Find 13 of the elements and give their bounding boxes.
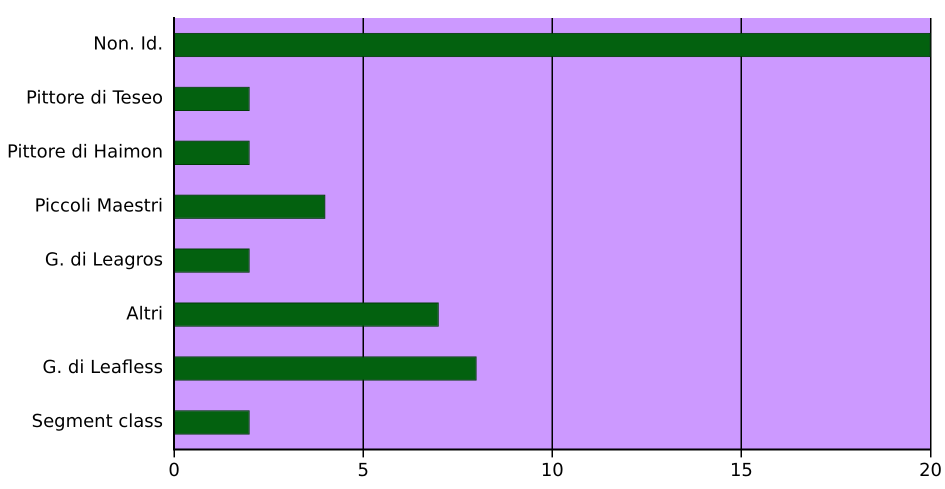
y-tick-label: G. di Leafless [42,357,164,378]
y-tick-label: Piccoli Maestri [34,195,164,216]
x-tick-label: 5 [357,460,369,481]
x-tick-label: 20 [919,460,942,481]
y-tick-label: G. di Leagros [44,249,164,270]
x-tick-label: 0 [168,460,180,481]
y-tick-label: Pittore di Teseo [26,88,164,109]
y-tick-label: Segment class [32,411,164,432]
y-tick-label: Altri [126,303,164,324]
y-tick-label: Pittore di Haimon [6,141,164,162]
y-tick-label: Non. Id. [93,34,164,55]
x-tick-label: 10 [540,460,564,481]
x-tick-label: 15 [730,460,753,481]
